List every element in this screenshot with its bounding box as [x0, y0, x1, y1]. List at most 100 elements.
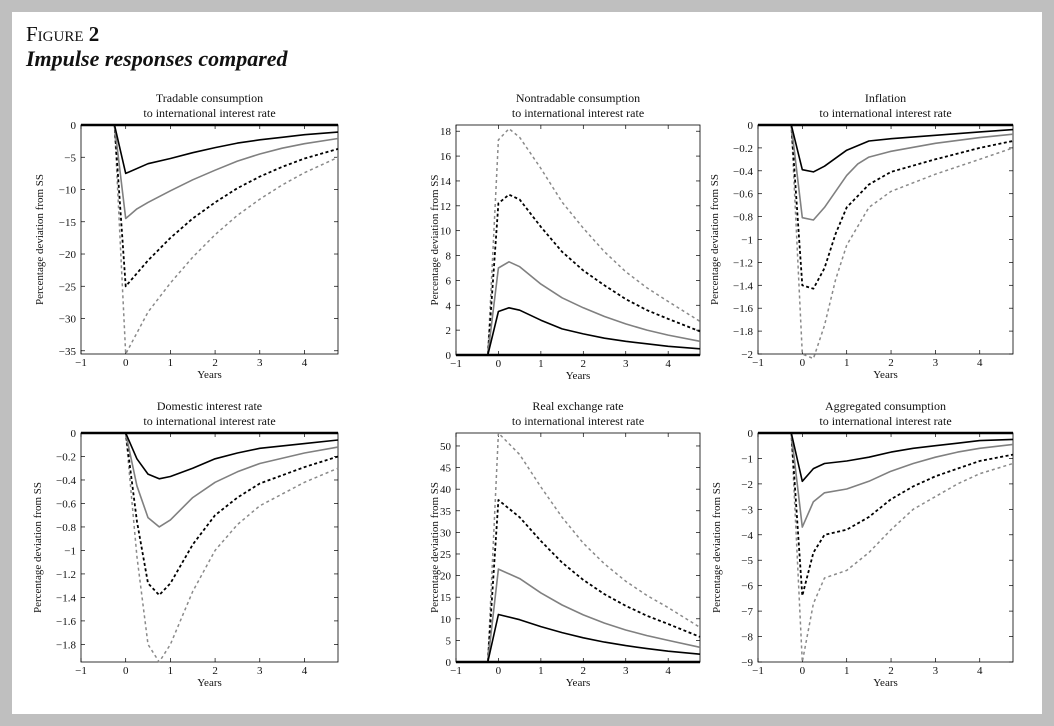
- y-tick-label: −5: [741, 555, 753, 567]
- series-line-black-dashed: [456, 193, 701, 356]
- series-line-gray-solid: [456, 568, 701, 663]
- y-tick-label: −9: [741, 657, 753, 669]
- y-tick-label: 0: [71, 428, 77, 440]
- chart-title-line: to international interest rate: [819, 106, 951, 120]
- y-tick-label: 35: [440, 506, 452, 518]
- y-tick-label: 16: [440, 151, 452, 163]
- x-tick-label: 4: [977, 357, 983, 369]
- series-line-black-solid: [758, 432, 1014, 483]
- y-tick-label: −1.2: [733, 257, 753, 269]
- y-tick-label: −0.2: [733, 143, 753, 155]
- y-tick-label: −1.8: [733, 326, 753, 338]
- y-tick-label: −20: [59, 249, 77, 261]
- x-tick-label: 3: [623, 358, 629, 370]
- y-tick-label: −4: [741, 530, 753, 542]
- y-tick-label: 10: [440, 614, 452, 626]
- chart-title-line: to international interest rate: [512, 106, 644, 120]
- y-axis-label: Percentage deviation from SS: [711, 482, 723, 613]
- series-line-gray-solid: [456, 260, 701, 356]
- series-line-black-solid: [456, 613, 701, 663]
- chart-title-line: Nontradable consumption: [516, 91, 640, 105]
- x-tick-label: 4: [302, 665, 308, 677]
- chart-title-line: Domestic interest rate: [157, 399, 262, 413]
- y-tick-label: −1: [64, 545, 76, 557]
- x-tick-label: 1: [844, 357, 850, 369]
- y-tick-label: −1.4: [733, 280, 753, 292]
- y-tick-label: −10: [59, 185, 77, 197]
- y-tick-label: 15: [440, 592, 452, 604]
- y-tick-label: −1.6: [733, 303, 753, 315]
- y-tick-label: −15: [59, 217, 77, 229]
- figure-title: Impulse responses compared: [26, 46, 288, 71]
- x-tick-label: 3: [933, 357, 939, 369]
- plot-frame: [757, 124, 1014, 355]
- plot-frame: [757, 432, 1014, 663]
- x-tick-label: 2: [581, 358, 587, 370]
- series-line-gray-dashed: [758, 124, 1014, 360]
- series-line-gray-dashed: [456, 127, 701, 356]
- series-line-gray-dashed: [81, 124, 339, 355]
- y-tick-label: −8: [741, 632, 753, 644]
- y-tick-label: −35: [59, 346, 77, 358]
- x-tick-label: 3: [933, 665, 939, 677]
- x-axis-label: Years: [197, 677, 222, 689]
- series-line-gray-solid: [758, 432, 1014, 528]
- y-tick-label: 12: [440, 201, 451, 213]
- x-tick-label: 4: [302, 357, 308, 369]
- chart-title-line: to international interest rate: [512, 414, 644, 428]
- y-tick-label: −0.2: [56, 451, 76, 463]
- series-line-gray-dashed: [456, 432, 701, 663]
- series-line-gray-solid: [81, 432, 339, 528]
- y-tick-label: −1.4: [56, 592, 76, 604]
- chart-title-line: to international interest rate: [143, 106, 275, 120]
- plot-frame: [80, 432, 339, 663]
- series-line-gray-dashed: [758, 432, 1014, 663]
- y-tick-label: 18: [440, 126, 452, 138]
- y-tick-label: −1.8: [56, 639, 76, 651]
- x-tick-label: 1: [844, 665, 850, 677]
- x-tick-label: 2: [581, 665, 587, 677]
- y-axis-label: Percentage deviation from SS: [32, 482, 44, 613]
- x-tick-label: 3: [257, 357, 263, 369]
- y-tick-label: −1.6: [56, 616, 76, 628]
- x-tick-label: −1: [752, 357, 764, 369]
- x-tick-label: −1: [450, 665, 462, 677]
- y-tick-label: 4: [446, 300, 452, 312]
- y-tick-label: 0: [446, 350, 452, 362]
- x-tick-label: 4: [665, 358, 671, 370]
- y-tick-label: −1.2: [56, 569, 76, 581]
- y-tick-label: −25: [59, 281, 77, 293]
- chart-title-line: to international interest rate: [143, 414, 275, 428]
- x-tick-label: 0: [800, 357, 806, 369]
- chart-title-line: to international interest rate: [819, 414, 951, 428]
- y-tick-label: 50: [440, 441, 452, 453]
- x-axis-label: Years: [873, 677, 898, 689]
- y-tick-label: −3: [741, 504, 753, 516]
- x-tick-label: −1: [450, 358, 462, 370]
- x-tick-label: −1: [75, 357, 87, 369]
- series-line-black-solid: [758, 124, 1014, 173]
- y-axis-label: Percentage deviation from SS: [709, 174, 721, 305]
- x-tick-label: −1: [752, 665, 764, 677]
- y-tick-label: 40: [440, 484, 452, 496]
- x-tick-label: 4: [977, 665, 983, 677]
- y-tick-label: 8: [446, 251, 452, 263]
- y-tick-label: 5: [446, 635, 452, 647]
- chart-title-line: Inflation: [865, 91, 906, 105]
- x-axis-label: Years: [873, 369, 898, 381]
- figure-frame: [12, 12, 1042, 714]
- y-tick-label: 20: [440, 571, 452, 583]
- y-tick-label: −1: [741, 453, 753, 465]
- x-axis-label: Years: [197, 369, 222, 381]
- x-tick-label: 0: [123, 665, 129, 677]
- x-tick-label: 0: [496, 358, 502, 370]
- y-tick-label: −0.4: [733, 166, 753, 178]
- y-tick-label: 0: [446, 657, 452, 669]
- y-tick-label: 0: [748, 428, 754, 440]
- chart-title-line: Tradable consumption: [156, 91, 263, 105]
- y-tick-label: 14: [440, 176, 452, 188]
